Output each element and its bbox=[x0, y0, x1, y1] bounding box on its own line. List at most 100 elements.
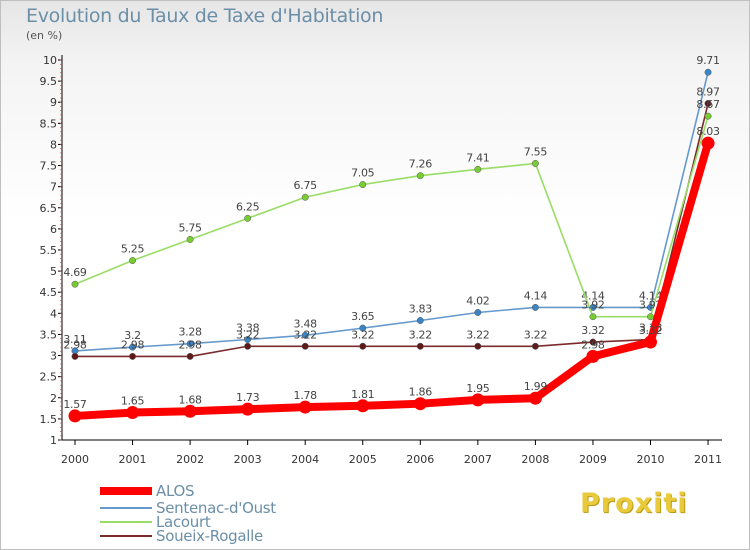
data-point-sentenac-d-oust bbox=[359, 324, 367, 332]
data-point-alos bbox=[183, 404, 197, 418]
data-label-sentenac-d-oust: 4.14 bbox=[581, 289, 605, 302]
data-label-soueix-rogalle: 3.22 bbox=[466, 328, 489, 341]
data-label-lacourt: 7.26 bbox=[409, 158, 433, 171]
y-tick-label: 9.5 bbox=[40, 75, 58, 88]
data-label-lacourt: 8.67 bbox=[696, 98, 720, 111]
data-label-soueix-rogalle: 3.32 bbox=[581, 324, 604, 337]
data-point-soueix-rogalle bbox=[129, 352, 137, 360]
data-point-sentenac-d-oust bbox=[129, 343, 137, 351]
data-label-soueix-rogalle: 3.22 bbox=[236, 328, 259, 341]
y-tick-label: 2.5 bbox=[40, 371, 58, 384]
data-point-soueix-rogalle bbox=[474, 342, 482, 350]
data-label-alos: 1.86 bbox=[409, 386, 433, 399]
data-label-alos: 1.95 bbox=[466, 382, 490, 395]
data-point-lacourt bbox=[71, 280, 79, 288]
data-point-alos bbox=[68, 409, 82, 423]
data-point-lacourt bbox=[589, 313, 597, 321]
brand-logo: Proxiti bbox=[580, 488, 688, 519]
data-point-soueix-rogalle bbox=[589, 338, 597, 346]
data-label-sentenac-d-oust: 3.38 bbox=[236, 322, 260, 335]
data-point-sentenac-d-oust bbox=[301, 331, 309, 339]
y-tick-label: 1.5 bbox=[40, 413, 58, 426]
data-point-soueix-rogalle bbox=[186, 352, 194, 360]
data-point-alos bbox=[413, 397, 427, 411]
y-tick-label: 5 bbox=[50, 265, 57, 278]
data-label-sentenac-d-oust: 3.11 bbox=[63, 333, 86, 346]
data-point-lacourt bbox=[186, 235, 194, 243]
y-tick-label: 8 bbox=[50, 138, 57, 151]
x-tick-label: 2002 bbox=[176, 453, 204, 466]
data-point-lacourt bbox=[416, 172, 424, 180]
legend-swatch-sentenac bbox=[100, 507, 152, 509]
x-tick-label: 2006 bbox=[406, 453, 434, 466]
x-tick-label: 2000 bbox=[61, 453, 89, 466]
data-label-alos: 3.32 bbox=[639, 324, 662, 337]
y-tick-label: 9 bbox=[50, 96, 57, 109]
data-label-alos: 1.99 bbox=[524, 380, 548, 393]
x-tick-label: 2009 bbox=[579, 453, 607, 466]
x-tick-label: 2005 bbox=[349, 453, 377, 466]
data-label-alos: 1.81 bbox=[351, 388, 374, 401]
data-point-soueix-rogalle bbox=[416, 342, 424, 350]
data-label-alos: 8.03 bbox=[696, 125, 720, 138]
data-label-sentenac-d-oust: 3.83 bbox=[409, 303, 433, 316]
data-label-sentenac-d-oust: 9.71 bbox=[696, 54, 719, 67]
legend-swatch-alos bbox=[100, 487, 152, 495]
data-label-soueix-rogalle: 2.98 bbox=[121, 338, 145, 351]
data-point-soueix-rogalle bbox=[359, 342, 367, 350]
series-line-soueix-rogalle bbox=[74, 102, 709, 358]
data-point-soueix-rogalle bbox=[301, 342, 309, 350]
data-point-sentenac-d-oust bbox=[244, 336, 252, 343]
x-tick-label: 2007 bbox=[464, 453, 492, 466]
data-label-alos: 1.65 bbox=[121, 395, 145, 408]
data-label-soueix-rogalle: 3.22 bbox=[524, 328, 547, 341]
legend-item-alos: ALOS bbox=[100, 482, 195, 500]
data-label-lacourt: 7.55 bbox=[524, 145, 548, 158]
data-point-alos bbox=[356, 399, 370, 413]
data-point-lacourt bbox=[359, 181, 367, 189]
x-tick-label: 2003 bbox=[234, 453, 262, 466]
legend-item-sentenac: Sentenac-d'Oust bbox=[100, 499, 276, 517]
y-tick-label: 4.5 bbox=[40, 286, 58, 299]
data-label-sentenac-d-oust: 4.14 bbox=[524, 289, 548, 302]
series-line-alos bbox=[71, 139, 713, 420]
data-label-sentenac-d-oust: 3.48 bbox=[294, 317, 318, 330]
data-point-lacourt bbox=[704, 112, 712, 120]
data-label-soueix-rogalle: 2.98 bbox=[178, 338, 202, 351]
data-label-sentenac-d-oust: 4.02 bbox=[466, 294, 489, 307]
data-label-lacourt: 5.75 bbox=[178, 221, 202, 234]
data-label-soueix-rogalle: 3.22 bbox=[409, 328, 432, 341]
legend-label: ALOS bbox=[156, 482, 195, 500]
data-point-sentenac-d-oust bbox=[186, 340, 194, 348]
y-tick-label: 3 bbox=[50, 350, 57, 363]
legend-swatch-lacourt bbox=[100, 521, 152, 523]
y-tick-label: 2 bbox=[50, 392, 57, 405]
data-label-lacourt: 3.92 bbox=[581, 299, 604, 312]
data-point-alos bbox=[471, 393, 485, 407]
data-point-alos bbox=[586, 349, 600, 363]
x-tick-label: 2011 bbox=[694, 453, 722, 466]
data-label-alos: 1.57 bbox=[63, 398, 87, 411]
legend-swatch-soueix bbox=[100, 535, 152, 537]
y-tick-label: 6.5 bbox=[40, 202, 58, 215]
data-label-alos: 1.73 bbox=[236, 391, 260, 404]
data-point-soueix-rogalle bbox=[704, 100, 712, 107]
y-tick-label: 7.5 bbox=[40, 160, 58, 173]
data-point-alos bbox=[241, 402, 255, 416]
data-label-lacourt: 7.41 bbox=[466, 151, 489, 164]
legend-item-lacourt: Lacourt bbox=[100, 513, 211, 531]
data-point-lacourt bbox=[647, 313, 654, 321]
data-label-alos: 1.68 bbox=[178, 393, 202, 406]
data-label-soueix-rogalle: 2.98 bbox=[63, 338, 87, 351]
data-label-soueix-rogalle: 8.97 bbox=[696, 85, 720, 98]
data-point-alos bbox=[701, 136, 715, 150]
chart-title: Evolution du Taux de Taxe d'Habitation bbox=[26, 5, 384, 27]
data-point-alos bbox=[528, 391, 542, 405]
data-point-sentenac-d-oust bbox=[416, 317, 424, 324]
data-label-alos: 1.78 bbox=[294, 389, 318, 402]
data-label-lacourt: 6.75 bbox=[294, 179, 318, 192]
data-point-lacourt bbox=[301, 193, 309, 201]
data-label-soueix-rogalle: 3.22 bbox=[351, 328, 374, 341]
